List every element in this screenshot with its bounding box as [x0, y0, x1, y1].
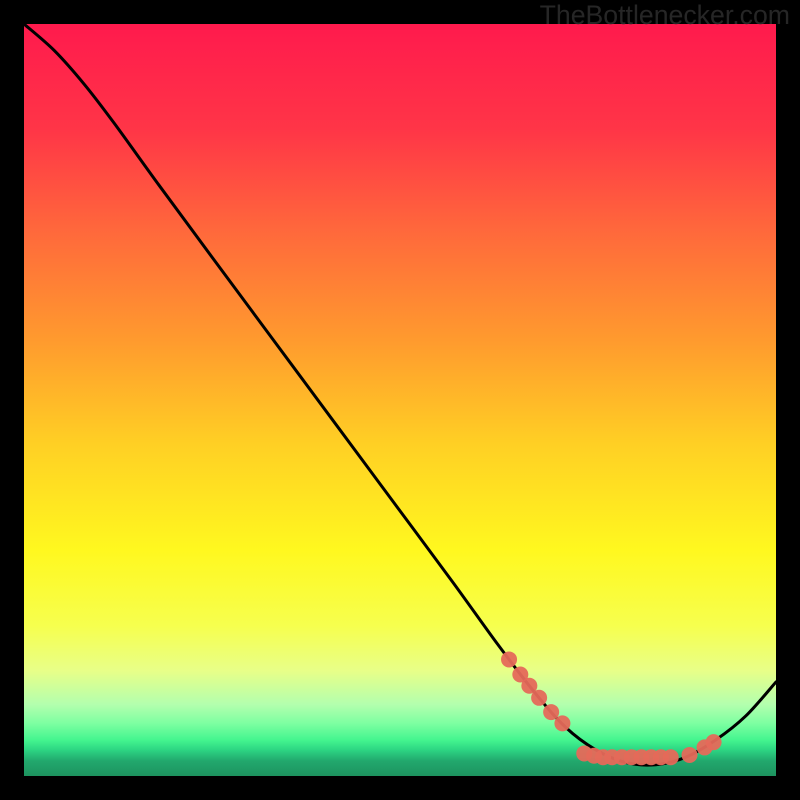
chart-svg [24, 24, 776, 776]
scatter-point [706, 734, 722, 750]
scatter-point [682, 747, 698, 763]
scatter-point [501, 651, 517, 667]
chart-background [24, 24, 776, 776]
scatter-point [543, 704, 559, 720]
scatter-point [531, 690, 547, 706]
scatter-point [554, 715, 570, 731]
scatter-point [663, 749, 679, 765]
watermark-text: TheBottlenecker.com [540, 0, 790, 31]
chart-panel [24, 24, 776, 776]
chart-root: TheBottlenecker.com [0, 0, 800, 800]
